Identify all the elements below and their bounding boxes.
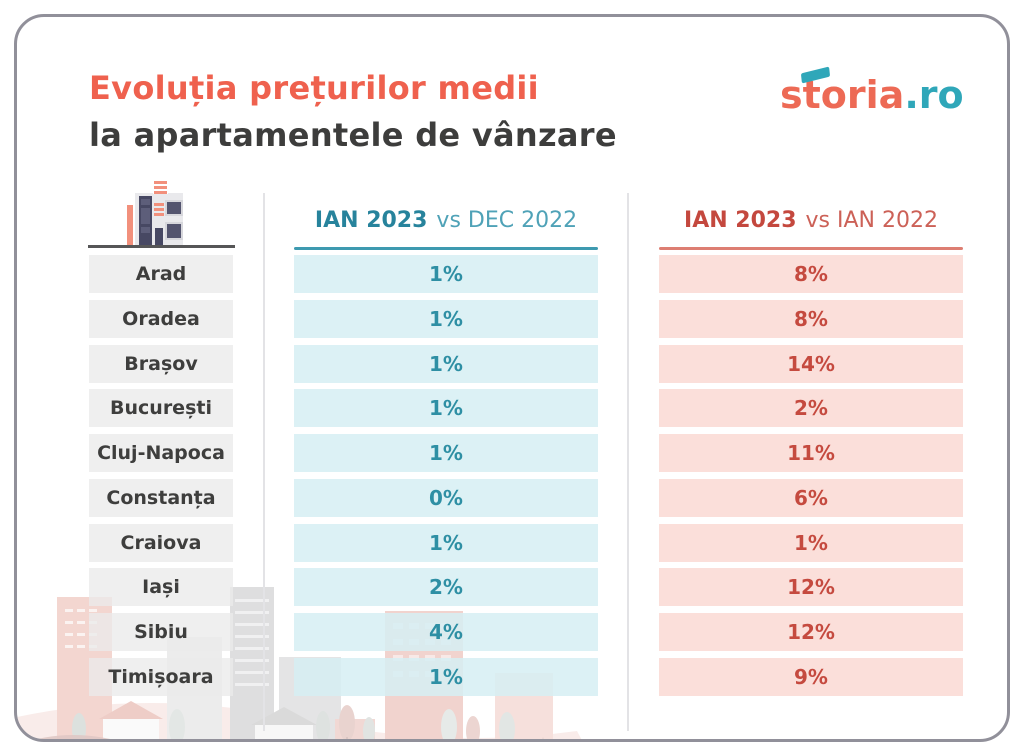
city-label: Iași bbox=[89, 568, 233, 606]
mom-value-cell: 1% bbox=[294, 389, 598, 427]
yoy-value-cell: 1% bbox=[659, 524, 963, 562]
storia-logo-tld: .ro bbox=[904, 73, 964, 117]
city-column-underline bbox=[88, 245, 235, 248]
yoy-value-cell: 12% bbox=[659, 568, 963, 606]
city-label: Sibiu bbox=[89, 613, 233, 651]
yoy-value-cell: 8% bbox=[659, 300, 963, 338]
city-label: Timișoara bbox=[89, 658, 233, 696]
yoy-header-underline bbox=[659, 247, 963, 250]
city-label: Craiova bbox=[89, 524, 233, 562]
city-label: București bbox=[89, 389, 233, 427]
city-label: Constanța bbox=[89, 479, 233, 517]
mom-value-cell: 4% bbox=[294, 613, 598, 651]
storia-logo-text: storia bbox=[780, 73, 905, 117]
storia-logo: storia .ro bbox=[780, 66, 964, 117]
mom-value-cell: 0% bbox=[294, 479, 598, 517]
yoy-value-cell: 14% bbox=[659, 345, 963, 383]
mom-value-cell: 1% bbox=[294, 658, 598, 696]
mom-value-cell: 1% bbox=[294, 255, 598, 293]
storia-logo-wordmark: storia bbox=[780, 66, 905, 117]
table-body: Arad 1% 8% Oradea 1% 8% Brașov 1% 14% București 1%… bbox=[17, 17, 1007, 739]
column-divider bbox=[263, 193, 265, 731]
mom-value-cell: 1% bbox=[294, 524, 598, 562]
page-title-main: la apartamentele de vânzare bbox=[89, 116, 617, 154]
yoy-value-cell: 2% bbox=[659, 389, 963, 427]
city-label: Cluj-Napoca bbox=[89, 434, 233, 472]
column-header-mom: IAN 2023 vs DEC 2022 bbox=[294, 205, 598, 235]
yoy-value-cell: 6% bbox=[659, 479, 963, 517]
yoy-value-cell: 12% bbox=[659, 613, 963, 651]
yoy-value-cell: 8% bbox=[659, 255, 963, 293]
infographic-card: Evoluția prețurilor medii la apartamente… bbox=[14, 14, 1010, 742]
city-label: Arad bbox=[89, 255, 233, 293]
city-label: Brașov bbox=[89, 345, 233, 383]
mom-value-cell: 2% bbox=[294, 568, 598, 606]
mom-value-cell: 1% bbox=[294, 345, 598, 383]
column-header-mom-rest: vs DEC 2022 bbox=[436, 207, 578, 233]
mom-header-underline bbox=[294, 247, 598, 250]
mom-value-cell: 1% bbox=[294, 434, 598, 472]
column-header-yoy: IAN 2023 vs IAN 2022 bbox=[659, 205, 963, 235]
mom-value-cell: 1% bbox=[294, 300, 598, 338]
yoy-value-cell: 9% bbox=[659, 658, 963, 696]
building-icon bbox=[127, 180, 183, 246]
page-title-accent: Evoluția prețurilor medii bbox=[89, 69, 539, 107]
column-header-yoy-rest: vs IAN 2022 bbox=[805, 207, 938, 233]
column-header-yoy-bold: IAN 2023 bbox=[684, 207, 797, 233]
column-header-mom-bold: IAN 2023 bbox=[314, 207, 428, 233]
column-divider bbox=[627, 193, 629, 731]
yoy-value-cell: 11% bbox=[659, 434, 963, 472]
city-label: Oradea bbox=[89, 300, 233, 338]
